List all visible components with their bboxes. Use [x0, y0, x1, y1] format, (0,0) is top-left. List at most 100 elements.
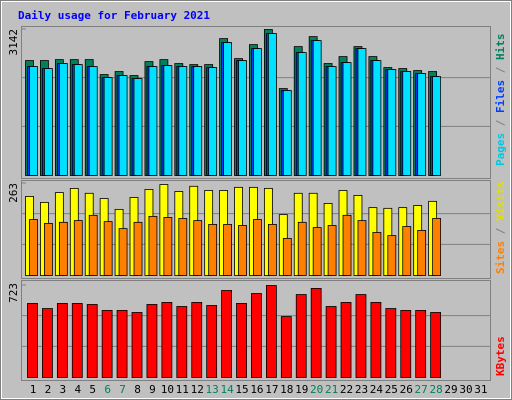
bar — [357, 48, 367, 176]
x-tick-label: 24 — [370, 383, 384, 396]
bar — [56, 303, 68, 378]
bar — [146, 304, 158, 378]
bar — [193, 66, 203, 176]
bar — [253, 219, 262, 276]
x-tick-label: 30 — [459, 383, 472, 396]
bar — [86, 304, 98, 378]
x-tick-label: 21 — [325, 383, 338, 396]
bar — [148, 215, 158, 276]
x-tick-label: 29 — [444, 383, 457, 396]
x-tick-label: 9 — [149, 383, 156, 396]
bar — [297, 221, 307, 276]
x-tick-label: 19 — [295, 383, 308, 396]
bar — [415, 310, 427, 378]
bar — [357, 220, 367, 276]
bar — [327, 225, 337, 276]
x-tick-label: 27 — [415, 383, 428, 396]
bar — [253, 48, 262, 176]
legend-entry: Hits — [494, 34, 507, 61]
bar — [103, 221, 113, 276]
bar — [73, 64, 83, 176]
x-tick-label: 12 — [191, 383, 204, 396]
y-tick-label: 263 — [7, 183, 20, 203]
x-tick-label: 20 — [310, 383, 323, 396]
bar — [58, 221, 68, 276]
bar — [267, 33, 277, 176]
bar — [432, 218, 442, 276]
x-tick-label: 17 — [265, 383, 278, 396]
bar — [44, 68, 53, 176]
bar — [118, 75, 128, 176]
bar — [385, 308, 397, 378]
bar — [432, 76, 442, 176]
bar — [191, 302, 203, 378]
bar — [148, 66, 158, 176]
x-tick-label: 10 — [161, 383, 174, 396]
x-tick-label: 4 — [74, 383, 81, 396]
bar — [88, 214, 98, 276]
legend-entry: Sites — [494, 241, 507, 274]
x-tick-label: 14 — [220, 383, 234, 396]
bar — [208, 67, 218, 176]
x-tick-label: 22 — [340, 383, 353, 396]
x-tick-label: 28 — [429, 383, 442, 396]
x-tick-label: 31 — [474, 383, 487, 396]
bar — [88, 66, 98, 176]
bar — [238, 60, 247, 176]
bar — [342, 62, 352, 176]
bar — [280, 316, 292, 378]
bar — [206, 305, 218, 378]
x-tick-label: 3 — [60, 383, 67, 396]
bar — [223, 42, 232, 176]
x-tick-label: 13 — [206, 383, 219, 396]
bar — [208, 224, 218, 276]
y-tick-label: 723 — [7, 283, 20, 303]
x-tick-label: 25 — [385, 383, 398, 396]
legend-entry: Visits — [494, 181, 507, 221]
x-tick-label: 18 — [280, 383, 293, 396]
bar — [161, 302, 173, 378]
bar — [163, 217, 173, 276]
bar — [116, 310, 128, 378]
bar — [417, 229, 427, 276]
bar — [238, 225, 247, 276]
bar — [430, 312, 442, 378]
bar — [402, 226, 412, 276]
x-tick-label: 8 — [134, 383, 141, 396]
bar — [223, 224, 232, 276]
x-tick-label: 2 — [45, 383, 52, 396]
x-tick-label: 23 — [355, 383, 368, 396]
bar — [325, 306, 337, 378]
bar — [267, 224, 277, 276]
legend: Pages / Files / Hits — [494, 34, 507, 167]
bar — [402, 71, 412, 176]
bar — [387, 69, 397, 176]
bar — [118, 228, 128, 276]
x-tick-label: 16 — [250, 383, 263, 396]
bar — [221, 290, 232, 378]
bar — [297, 52, 307, 176]
bar — [178, 218, 188, 276]
bar — [400, 310, 412, 378]
legend-entry: Pages — [494, 133, 507, 166]
legend: Sites / Visits — [494, 181, 507, 274]
legend-entry: KBytes — [494, 336, 507, 376]
bar — [372, 60, 382, 176]
bar — [58, 63, 68, 176]
x-tick-label: 6 — [104, 383, 111, 396]
bar — [282, 238, 292, 276]
bar — [342, 214, 352, 276]
bar — [73, 220, 83, 276]
bar — [370, 302, 382, 378]
bar — [27, 303, 38, 378]
x-tick-label: 26 — [400, 383, 413, 396]
bar — [295, 294, 307, 378]
legend-entry: Files — [494, 80, 507, 113]
bar — [133, 221, 143, 276]
bar — [355, 294, 367, 378]
x-tick-label: 5 — [89, 383, 96, 396]
x-tick-label: 11 — [176, 383, 189, 396]
